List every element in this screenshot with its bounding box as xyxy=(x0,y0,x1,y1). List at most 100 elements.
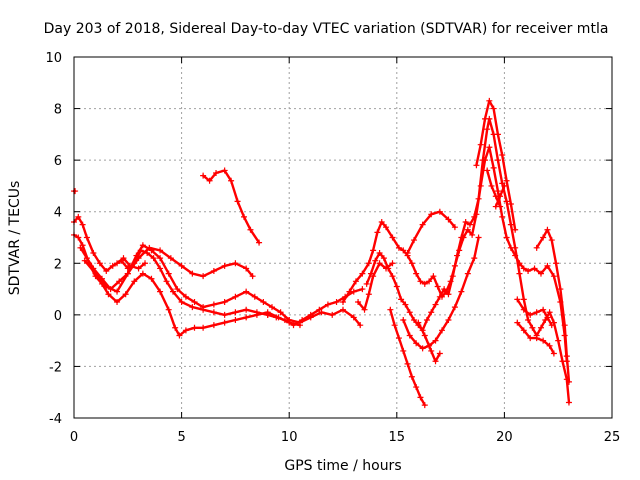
data-point xyxy=(486,144,493,151)
data-point xyxy=(557,286,564,293)
data-point xyxy=(475,234,482,241)
data-point xyxy=(520,296,527,303)
data-point xyxy=(352,278,359,285)
data-point xyxy=(189,270,196,277)
plot-frame xyxy=(73,56,613,419)
data-point xyxy=(441,286,448,293)
data-point xyxy=(402,301,409,308)
data-point xyxy=(213,170,220,177)
data-point xyxy=(527,335,534,342)
grid-lines xyxy=(74,57,612,418)
markers-arc-q xyxy=(533,226,572,385)
data-point xyxy=(404,249,411,256)
data-point xyxy=(454,252,461,259)
x-tick-label: 5 xyxy=(177,430,185,445)
data-point xyxy=(417,394,424,401)
data-point xyxy=(361,306,368,313)
data-point xyxy=(482,115,489,122)
data-point xyxy=(421,402,428,409)
x-axis-label: GPS time / hours xyxy=(284,458,401,474)
markers-arc-r xyxy=(404,208,458,256)
data-point xyxy=(533,309,540,316)
data-point xyxy=(273,314,280,321)
data-point xyxy=(232,317,239,324)
data-point xyxy=(434,283,441,290)
data-point xyxy=(359,286,366,293)
data-point xyxy=(139,270,146,277)
data-point xyxy=(464,226,471,233)
data-point xyxy=(458,234,465,241)
data-point xyxy=(365,291,372,298)
data-point xyxy=(178,298,185,305)
markers-arc-p xyxy=(514,296,555,329)
data-point xyxy=(114,288,121,295)
data-point xyxy=(131,278,138,285)
data-point xyxy=(525,268,532,275)
data-point xyxy=(350,314,357,321)
data-point xyxy=(419,221,426,228)
data-point xyxy=(200,273,207,280)
data-point xyxy=(135,265,142,272)
data-point xyxy=(189,304,196,311)
data-point xyxy=(296,319,303,326)
data-point xyxy=(228,177,235,184)
markers-arc-c xyxy=(77,242,293,324)
data-point xyxy=(512,244,519,251)
data-point xyxy=(103,283,110,290)
data-point xyxy=(83,234,90,241)
data-point xyxy=(497,193,504,200)
series-arc-q xyxy=(535,228,571,384)
data-point xyxy=(479,157,486,164)
data-point xyxy=(307,314,314,321)
data-point xyxy=(178,262,185,269)
y-tick-label: 10 xyxy=(45,51,62,66)
data-point xyxy=(182,327,189,334)
data-point xyxy=(411,317,418,324)
data-point xyxy=(234,198,241,205)
data-point xyxy=(150,255,157,262)
data-point xyxy=(200,324,207,331)
data-point xyxy=(544,226,551,233)
markers-arc-j xyxy=(363,115,572,406)
series-arc-r xyxy=(406,210,457,255)
data-point xyxy=(565,399,572,406)
data-point xyxy=(169,288,176,295)
data-point xyxy=(503,177,510,184)
data-point xyxy=(540,234,547,241)
data-point xyxy=(520,265,527,272)
data-point xyxy=(172,324,179,331)
data-point xyxy=(484,167,491,174)
data-point xyxy=(389,234,396,241)
data-point xyxy=(126,262,133,269)
data-point xyxy=(421,332,428,339)
data-point xyxy=(163,278,170,285)
data-point xyxy=(404,360,411,367)
y-tick-label: -4 xyxy=(49,412,62,427)
data-point xyxy=(417,278,424,285)
data-point xyxy=(423,317,430,324)
data-point xyxy=(544,262,551,269)
data-point xyxy=(378,219,385,226)
data-point xyxy=(232,293,239,300)
data-point xyxy=(436,350,443,357)
data-point xyxy=(561,322,568,329)
data-point xyxy=(436,208,443,215)
data-point xyxy=(413,270,420,277)
data-point xyxy=(400,347,407,354)
data-point xyxy=(473,162,480,169)
data-point xyxy=(116,278,123,285)
data-point xyxy=(565,378,572,385)
data-point xyxy=(96,260,103,267)
data-point xyxy=(376,249,383,256)
data-point xyxy=(79,221,86,228)
data-point xyxy=(406,309,413,316)
data-point xyxy=(387,306,394,313)
data-point xyxy=(157,265,164,272)
data-point xyxy=(210,309,217,316)
y-tick-label: 4 xyxy=(54,206,62,221)
data-point xyxy=(398,296,405,303)
chart-title: Day 203 of 2018, Sidereal Day-to-day VTE… xyxy=(44,21,609,37)
data-point xyxy=(157,288,164,295)
data-point xyxy=(221,262,228,269)
data-point xyxy=(432,358,439,365)
